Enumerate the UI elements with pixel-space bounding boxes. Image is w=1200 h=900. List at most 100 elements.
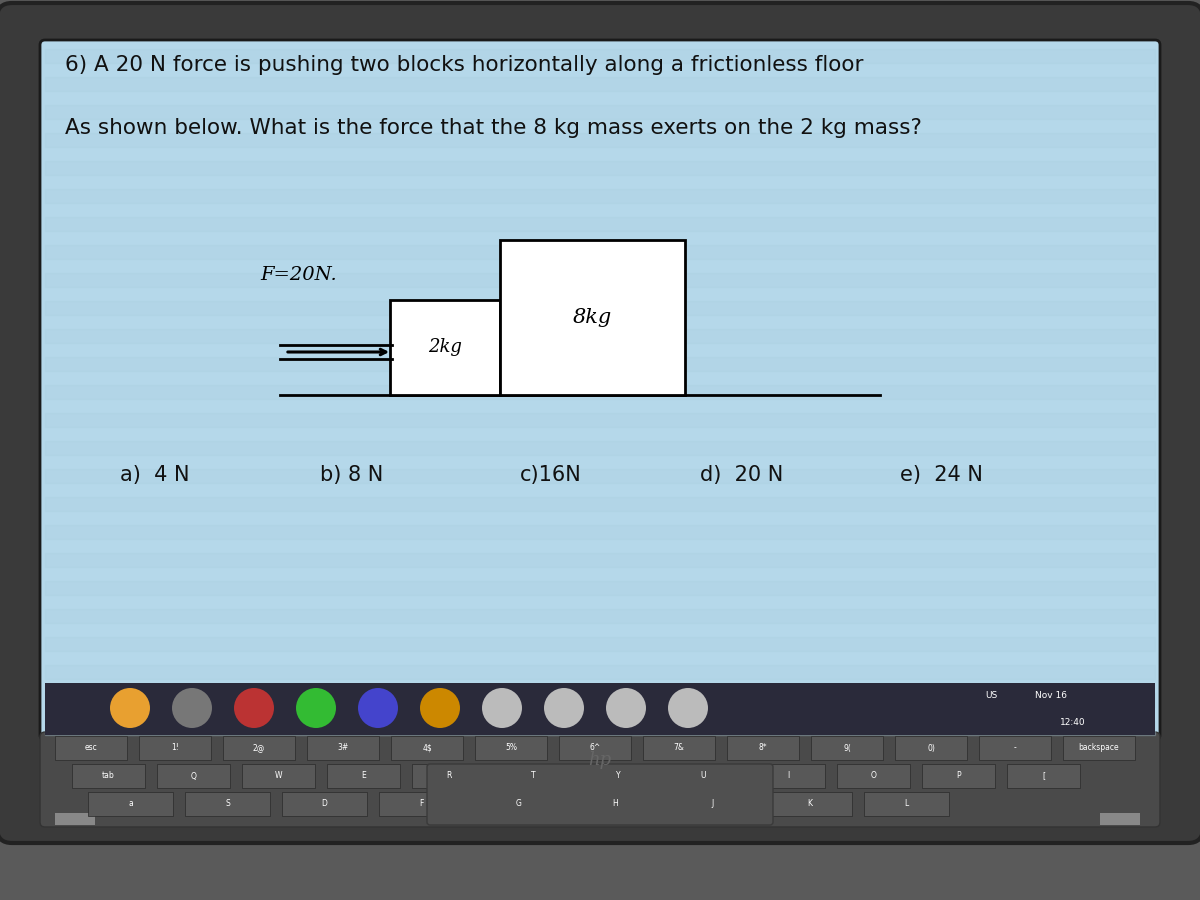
Text: esc: esc (85, 743, 97, 752)
Bar (390, 300, 500, 395)
Bar (667, 764, 740, 788)
Circle shape (606, 688, 646, 728)
Text: U: U (701, 771, 707, 780)
Text: a)  4 N: a) 4 N (120, 465, 190, 485)
Bar (836, 764, 910, 788)
Text: a: a (128, 799, 133, 808)
Bar (55, 813, 95, 825)
Text: K: K (808, 799, 812, 808)
FancyBboxPatch shape (40, 732, 1160, 827)
Text: 6) A 20 N force is pushing two blocks horizontally along a frictionless floor: 6) A 20 N force is pushing two blocks ho… (65, 55, 864, 75)
Bar (582, 764, 655, 788)
Text: L: L (905, 799, 908, 808)
Bar (979, 736, 1051, 760)
Bar (475, 736, 547, 760)
Bar (1007, 764, 1080, 788)
Text: R: R (446, 771, 451, 780)
Bar (282, 792, 367, 816)
Text: 12:40: 12:40 (1060, 718, 1086, 727)
Bar (242, 764, 314, 788)
Text: 0): 0) (928, 743, 935, 752)
Bar (46, 683, 1154, 735)
Bar (864, 792, 949, 816)
Bar (895, 736, 967, 760)
Circle shape (544, 688, 584, 728)
Bar (391, 736, 463, 760)
Circle shape (358, 688, 398, 728)
Text: 4$: 4$ (422, 743, 432, 752)
Bar (497, 764, 570, 788)
Text: 8*: 8* (758, 743, 767, 752)
Text: 7&: 7& (673, 743, 684, 752)
Text: S: S (226, 799, 230, 808)
Text: hp: hp (588, 751, 612, 769)
Bar (559, 736, 631, 760)
Bar (157, 764, 230, 788)
Bar (643, 736, 715, 760)
Text: 3#: 3# (337, 743, 349, 752)
Bar (88, 792, 173, 816)
Text: 5%: 5% (505, 743, 517, 752)
Circle shape (172, 688, 212, 728)
FancyBboxPatch shape (0, 3, 1200, 843)
Text: 2kg: 2kg (428, 338, 462, 356)
Text: H: H (613, 799, 618, 808)
Circle shape (296, 688, 336, 728)
Text: P: P (956, 771, 961, 780)
Bar (476, 792, 562, 816)
Circle shape (482, 688, 522, 728)
Bar (326, 764, 400, 788)
Text: As shown below. What is the force that the 8 kg mass exerts on the 2 kg mass?: As shown below. What is the force that t… (65, 118, 922, 138)
Text: F: F (419, 799, 424, 808)
Text: e)  24 N: e) 24 N (900, 465, 983, 485)
Text: d)  20 N: d) 20 N (700, 465, 784, 485)
Bar (922, 764, 995, 788)
Text: 1!: 1! (172, 743, 179, 752)
Circle shape (420, 688, 460, 728)
Bar (307, 736, 379, 760)
Bar (412, 764, 485, 788)
Bar (670, 792, 755, 816)
Text: O: O (870, 771, 876, 780)
Circle shape (110, 688, 150, 728)
Text: I: I (787, 771, 790, 780)
Text: 2@: 2@ (253, 743, 265, 752)
Text: Q: Q (191, 771, 197, 780)
Bar (500, 240, 685, 395)
Bar (1063, 736, 1135, 760)
Circle shape (668, 688, 708, 728)
Text: F=20N.: F=20N. (260, 266, 337, 284)
Text: Nov 16: Nov 16 (1034, 691, 1067, 700)
Bar (379, 792, 464, 816)
FancyBboxPatch shape (40, 40, 1160, 740)
Text: T: T (532, 771, 536, 780)
Text: 8kg: 8kg (572, 308, 612, 327)
Text: 6^: 6^ (589, 743, 601, 752)
Bar (574, 792, 658, 816)
Bar (811, 736, 883, 760)
Bar (1100, 813, 1140, 825)
Bar (752, 764, 826, 788)
Text: J: J (712, 799, 714, 808)
Circle shape (234, 688, 274, 728)
Text: E: E (361, 771, 366, 780)
Bar (767, 792, 852, 816)
Text: -: - (1014, 743, 1016, 752)
Text: D: D (322, 799, 328, 808)
Text: US: US (985, 691, 997, 700)
Text: c)16N: c)16N (520, 465, 582, 485)
Text: Y: Y (616, 771, 620, 780)
Text: 9(: 9( (844, 743, 851, 752)
Text: G: G (516, 799, 522, 808)
Bar (139, 736, 211, 760)
Text: tab: tab (102, 771, 115, 780)
Text: backspace: backspace (1079, 743, 1120, 752)
Bar (223, 736, 295, 760)
Text: b) 8 N: b) 8 N (320, 465, 383, 485)
Bar (55, 736, 127, 760)
Bar (72, 764, 145, 788)
Text: W: W (275, 771, 282, 780)
FancyBboxPatch shape (427, 764, 773, 825)
Bar (185, 792, 270, 816)
Text: [: [ (1042, 771, 1045, 780)
